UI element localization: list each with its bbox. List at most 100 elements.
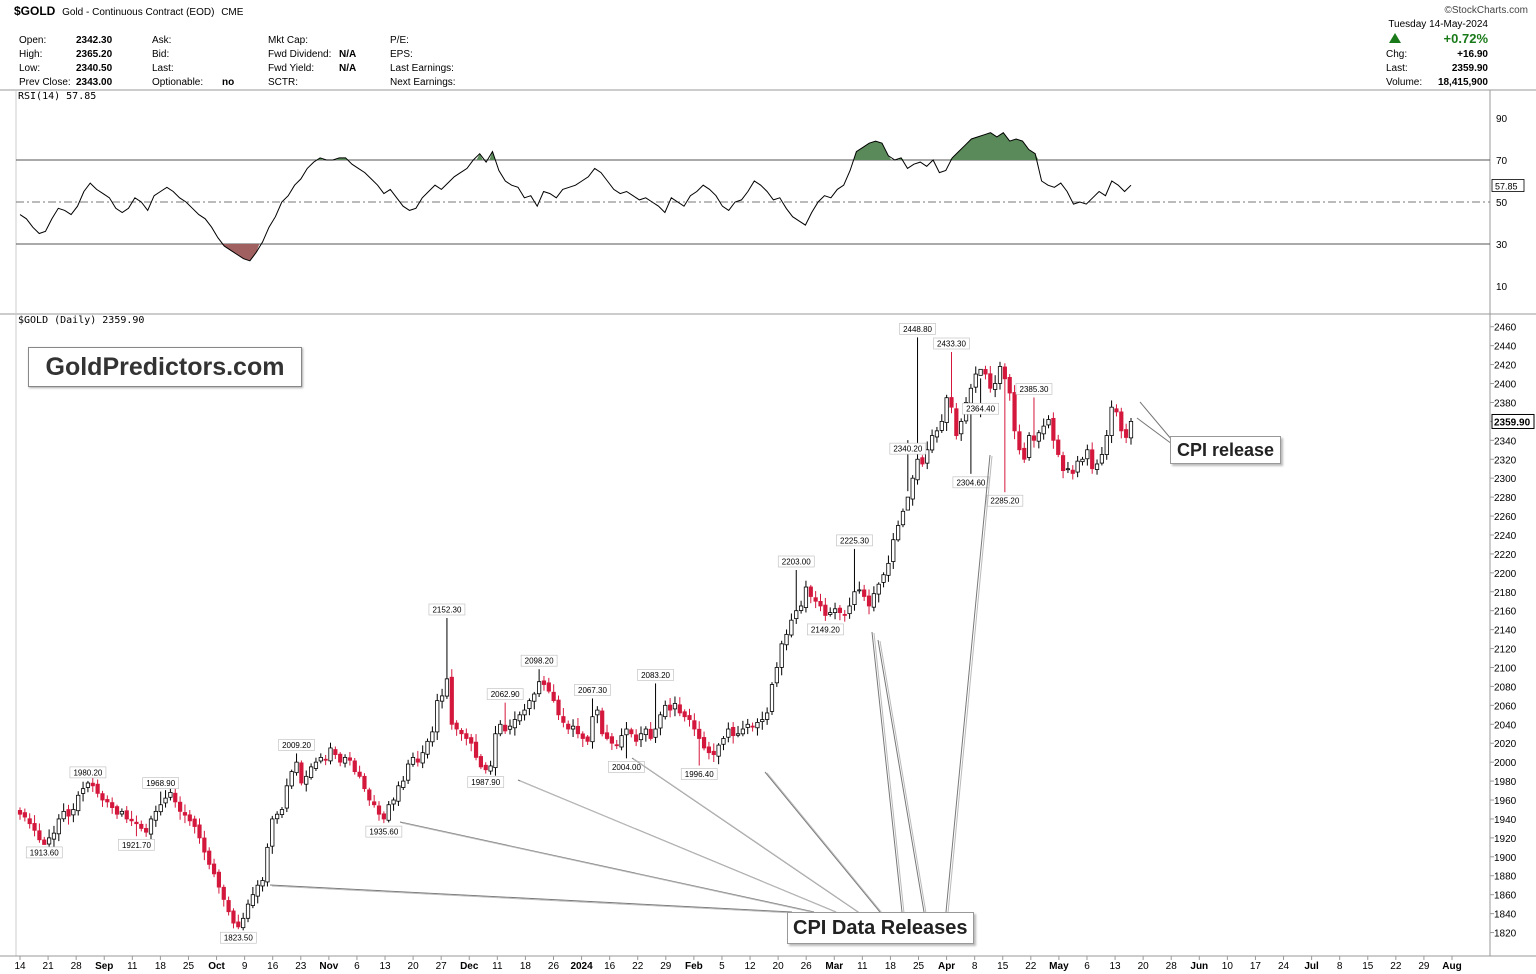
price-annotation-box [142, 777, 179, 789]
candle [255, 880, 260, 904]
candle [275, 811, 280, 824]
candle-body [216, 871, 222, 888]
candle [638, 726, 644, 747]
candle [187, 809, 192, 826]
candle-body [187, 814, 192, 822]
candle-body [561, 716, 566, 723]
candle [755, 718, 760, 736]
stat-next-earnings: Next Earnings: [390, 77, 456, 88]
x-tick-label: 23 [295, 961, 307, 972]
candle-body [1119, 411, 1124, 432]
candle [973, 366, 978, 393]
candle-body [847, 605, 852, 615]
candle-body [580, 733, 585, 739]
price-annotation-box [520, 654, 558, 667]
candle [114, 804, 120, 819]
candle [367, 787, 372, 806]
candle [692, 713, 697, 737]
candle-body [148, 818, 154, 835]
candle-body [871, 593, 876, 608]
candle-body [401, 780, 406, 788]
candle-body [473, 741, 479, 758]
candle [794, 570, 799, 624]
candle [71, 803, 76, 823]
price-tick-label: 2280 [1494, 493, 1517, 504]
rsi-overbought-zone [489, 151, 496, 160]
candle [478, 754, 483, 770]
candle [697, 721, 702, 766]
candle [1017, 424, 1022, 455]
candle [896, 520, 901, 542]
candle [1128, 417, 1134, 445]
candle-body [852, 591, 857, 605]
candle-body [333, 749, 338, 755]
candle-body [1027, 435, 1032, 458]
cpi-pointer-shadow [271, 885, 795, 914]
candle-body [701, 737, 707, 749]
candle-body [765, 712, 770, 720]
candle-body [1109, 406, 1114, 437]
x-tick-label: 25 [913, 961, 925, 972]
candle-body [51, 832, 57, 840]
candle-body [134, 821, 139, 825]
candle-body [988, 373, 993, 389]
watermark-logo: GoldPredictors.com [28, 347, 302, 387]
price-annotation: 1921.70 [118, 838, 155, 851]
candle-body [585, 736, 590, 742]
candle [682, 709, 687, 722]
candle [886, 555, 891, 582]
candle [391, 797, 396, 811]
candle [891, 533, 896, 569]
candle [808, 584, 813, 604]
price-tick-label: 1980 [1494, 777, 1517, 788]
candle [1027, 432, 1032, 461]
x-tick-label: 29 [1418, 961, 1430, 972]
candle [473, 734, 479, 761]
candle-body [406, 763, 411, 781]
candle-body [886, 562, 891, 576]
candle [1090, 442, 1095, 474]
cpi-pointer-line [399, 821, 815, 913]
candle [813, 591, 818, 609]
price-annotation-text: 1996.40 [685, 770, 714, 779]
candle [61, 803, 66, 822]
price-annotation: 1913.60 [25, 846, 63, 859]
candle [672, 696, 678, 717]
candle-body [386, 804, 391, 821]
current-price-value: 2359.90 [1494, 417, 1531, 428]
candle-body [483, 764, 488, 771]
candle [1094, 459, 1100, 475]
candle [784, 629, 789, 651]
candle [22, 808, 27, 822]
rsi-overbought-zone [476, 153, 483, 160]
cpi-pointer-line [877, 639, 925, 913]
price-annotation-text: 2433.30 [937, 340, 966, 349]
price-tick-label: 1960 [1494, 796, 1517, 807]
price-tick-label: 2260 [1494, 512, 1517, 523]
candle-body [939, 420, 944, 431]
candle-body [1017, 431, 1022, 451]
candle [1051, 412, 1056, 449]
candle [983, 365, 988, 380]
price-annotation: 2149.20 [807, 623, 844, 636]
candle-body [1085, 449, 1090, 460]
candle [401, 775, 406, 791]
cpi-pointer-shadow [519, 780, 839, 914]
candle [284, 778, 289, 813]
candle [604, 724, 610, 741]
candle [245, 899, 251, 923]
candle [866, 589, 872, 615]
candle-body [832, 608, 838, 613]
cpi-pointer-lines [269, 454, 993, 914]
x-tick-label: Apr [938, 961, 955, 972]
price-annotation: 2098.20 [520, 654, 558, 667]
candle [51, 825, 57, 848]
candle [318, 753, 323, 764]
candle [900, 508, 906, 528]
price-annotation: 2152.30 [428, 603, 466, 616]
candle-body [575, 725, 581, 735]
candle-body [178, 801, 183, 812]
candle [178, 796, 183, 820]
candle-body [17, 810, 23, 815]
candle-body [866, 595, 872, 607]
